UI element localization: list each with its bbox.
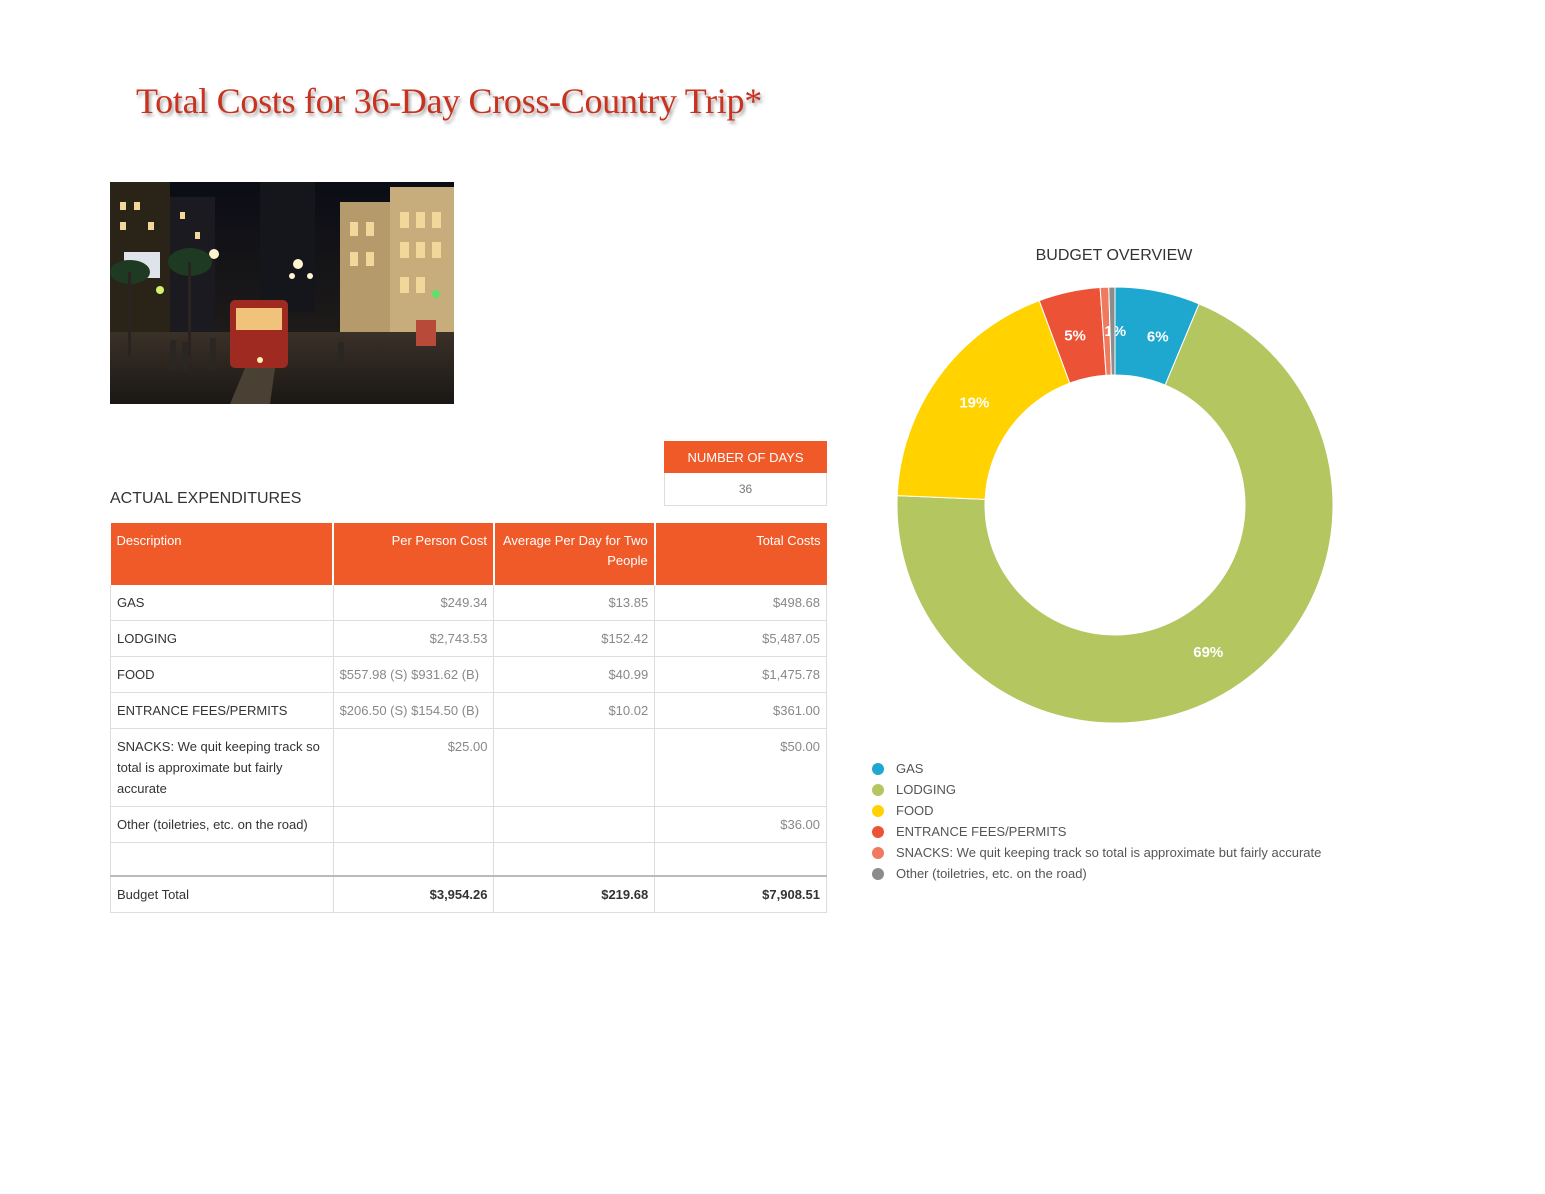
slice-lodging	[896, 303, 1334, 724]
legend-label: ENTRANCE FEES/PERMITS	[896, 824, 1067, 839]
cell-total: $50.00	[654, 728, 827, 807]
number-of-days-label: NUMBER OF DAYS	[664, 441, 827, 473]
cell-description	[110, 842, 334, 877]
cell-avg-per-day: $40.99	[493, 656, 656, 693]
cell-description: GAS	[110, 585, 334, 621]
legend-swatch	[872, 804, 884, 817]
budget-donut-chart: 6%69%19%5%1%	[896, 286, 1334, 724]
cell-description: FOOD	[110, 656, 334, 693]
legend-item-gas: GAS	[872, 758, 1321, 779]
legend-label: LODGING	[896, 782, 956, 797]
header-avg-per-day: Average Per Day for Two People	[493, 523, 656, 585]
cell-description: SNACKS: We quit keeping track so total i…	[110, 728, 334, 807]
legend-label: FOOD	[896, 803, 934, 818]
slice-other	[1108, 286, 1116, 376]
cell-description: ENTRANCE FEES/PERMITS	[110, 692, 334, 729]
chart-legend: GAS LODGING FOOD ENTRANCE FEES/PERMITS SNACK…	[872, 758, 1321, 884]
total-per-person: $3,954.26	[333, 875, 495, 913]
cell-per-person: $557.98 (S) $931.62 (B)	[333, 656, 495, 693]
header-description: Description	[110, 523, 335, 585]
cell-per-person: $2,743.53	[333, 620, 495, 657]
cell-total: $36.00	[654, 806, 827, 843]
cell-total: $498.68	[654, 585, 827, 621]
cell-total	[654, 842, 827, 877]
cell-description: LODGING	[110, 620, 334, 657]
cell-per-person: $206.50 (S) $154.50 (B)	[333, 692, 495, 729]
chart-title: BUDGET OVERVIEW	[1035, 247, 1193, 264]
legend-item-other: Other (toiletries, etc. on the road)	[872, 863, 1321, 884]
street-night-photo	[110, 182, 454, 404]
legend-item-lodging: LODGING	[872, 779, 1321, 800]
cell-total: $361.00	[654, 692, 827, 729]
cell-avg-per-day	[493, 806, 656, 843]
cell-avg-per-day: $10.02	[493, 692, 656, 729]
number-of-days-value: 36	[664, 473, 827, 506]
legend-swatch	[872, 783, 884, 796]
legend-label: SNACKS: We quit keeping track so total i…	[896, 845, 1322, 860]
legend-item-snacks: SNACKS: We quit keeping track so total i…	[872, 842, 1321, 863]
legend-swatch	[872, 867, 884, 880]
slice-label-food: 19%	[959, 395, 989, 412]
legend-label: GAS	[896, 761, 924, 776]
page-title: Total Costs for 36-Day Cross-Country Tri…	[136, 81, 762, 121]
cell-total: $1,475.78	[654, 656, 827, 693]
cell-avg-per-day: $152.42	[493, 620, 656, 657]
trip-photo	[110, 182, 454, 404]
legend-swatch	[872, 846, 884, 859]
table-total-row: Budget Total $3,954.26 $219.68 $7,908.51	[110, 875, 827, 913]
cell-per-person: $25.00	[333, 728, 495, 807]
legend-item-entrance-fees: ENTRANCE FEES/PERMITS	[872, 821, 1321, 842]
section-label: ACTUAL EXPENDITURES	[110, 490, 302, 507]
number-of-days-box: NUMBER OF DAYS 36	[664, 441, 827, 506]
legend-swatch	[872, 825, 884, 838]
header-per-person: Per Person Cost	[333, 523, 495, 585]
table-row: ENTRANCE FEES/PERMITS $206.50 (S) $154.5…	[110, 692, 827, 729]
cell-avg-per-day: $13.85	[493, 585, 656, 621]
legend-label: Other (toiletries, etc. on the road)	[896, 866, 1087, 881]
slice-label-gas: 6%	[1147, 328, 1169, 345]
table-row: Other (toiletries, etc. on the road) $36…	[110, 806, 827, 843]
total-label: Budget Total	[110, 875, 334, 913]
table-row: FOOD $557.98 (S) $931.62 (B) $40.99 $1,4…	[110, 656, 827, 693]
total-avg-per-day: $219.68	[493, 875, 656, 913]
cell-avg-per-day	[493, 728, 656, 807]
legend-item-food: FOOD	[872, 800, 1321, 821]
table-row: LODGING $2,743.53 $152.42 $5,487.05	[110, 620, 827, 657]
cell-total: $5,487.05	[654, 620, 827, 657]
header-total-costs: Total Costs	[654, 523, 827, 585]
total-costs: $7,908.51	[654, 875, 827, 913]
table-row: SNACKS: We quit keeping track so total i…	[110, 728, 827, 807]
expenditures-table: Description Per Person Cost Average Per …	[110, 523, 827, 913]
table-header-row: Description Per Person Cost Average Per …	[110, 523, 827, 585]
slice-label-entrance-fees: 5%	[1064, 328, 1086, 345]
cell-description: Other (toiletries, etc. on the road)	[110, 806, 334, 843]
table-row: GAS $249.34 $13.85 $498.68	[110, 585, 827, 621]
legend-swatch	[872, 762, 884, 775]
cell-per-person: $249.34	[333, 585, 495, 621]
table-row-empty	[110, 842, 827, 877]
cell-per-person	[333, 842, 495, 877]
cell-avg-per-day	[493, 842, 656, 877]
slice-label-lodging: 69%	[1193, 644, 1223, 661]
cell-per-person	[333, 806, 495, 843]
